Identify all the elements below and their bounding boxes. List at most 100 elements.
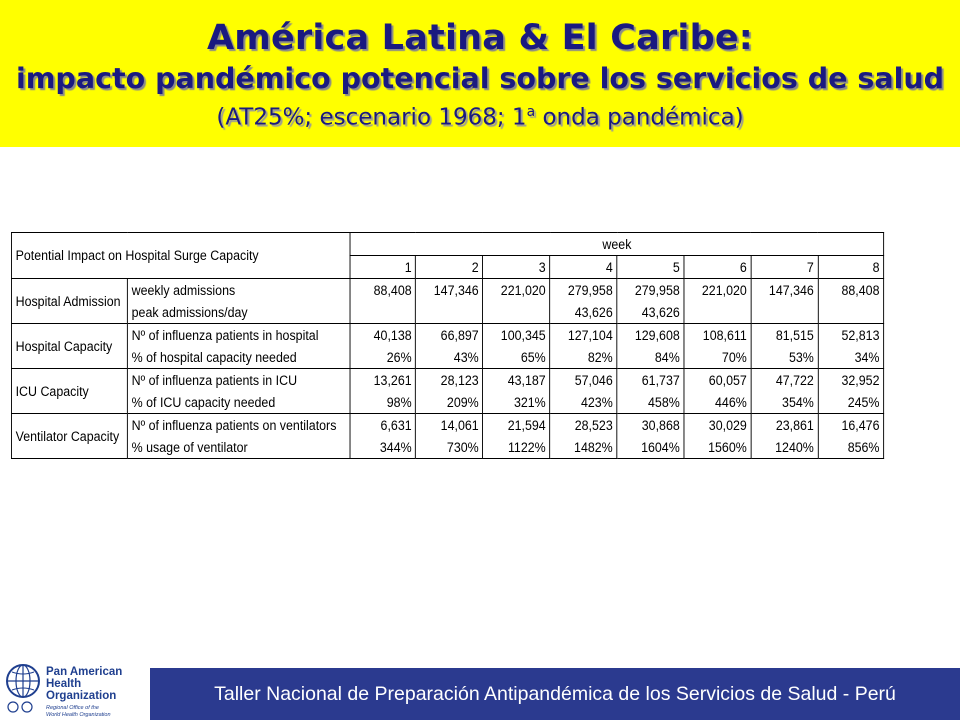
table-cell: 84% xyxy=(616,346,684,369)
table-cell: 1240% xyxy=(750,436,818,459)
row-label: % of ICU capacity needed xyxy=(127,391,351,414)
table-cell: 28,123 xyxy=(415,368,483,391)
table-cell: 245% xyxy=(817,391,885,414)
table-cell: 730% xyxy=(415,436,483,459)
table-cell xyxy=(817,301,885,324)
table-cell: 221,020 xyxy=(482,278,550,301)
table-caption: Potential Impact on Hospital Surge Capac… xyxy=(10,232,351,279)
table-cell: 147,346 xyxy=(415,278,483,301)
table-cell: 34% xyxy=(817,346,885,369)
row-label: Nº of influenza patients in ICU xyxy=(127,368,351,391)
week-number: 7 xyxy=(750,255,818,279)
table-row: Hospital Admission weekly admissions 88,… xyxy=(10,278,885,324)
table-cell: 100,345 xyxy=(482,323,550,346)
paho-logo: Pan American Health Organization Regiona… xyxy=(0,650,150,720)
table-row: peak admissions/day 43,626 43,626 xyxy=(11,301,885,324)
table-cell: 14,061 xyxy=(415,413,483,436)
table-cell: 57,046 xyxy=(549,368,617,391)
table-cell: 279,958 xyxy=(549,278,617,301)
table-cell: 82% xyxy=(549,346,617,369)
surge-capacity-table: Potential Impact on Hospital Surge Capac… xyxy=(10,232,885,459)
table-cell: 147,346 xyxy=(750,278,818,301)
table-cell: 423% xyxy=(549,391,617,414)
table-cell: 61,737 xyxy=(616,368,684,391)
table-cell: 16,476 xyxy=(817,413,885,436)
table-cell: 1122% xyxy=(482,436,550,459)
logo-text: Health xyxy=(46,678,82,690)
table-cell: 856% xyxy=(817,436,885,459)
table-cell: 1482% xyxy=(549,436,617,459)
slide-header: América Latina & El Caribe: impacto pand… xyxy=(0,0,960,147)
table-cell: 43,626 xyxy=(616,301,684,324)
table-cell: 43,626 xyxy=(549,301,617,324)
table-cell xyxy=(415,301,483,324)
logo-text: Organization xyxy=(46,690,117,702)
table-cell: 13,261 xyxy=(349,368,416,391)
table-cell: 30,029 xyxy=(683,413,751,436)
table-cell: 458% xyxy=(616,391,684,414)
logo-subtext: World Health Organization xyxy=(46,712,111,718)
table-row: ICU Capacity Nº of influenza patients in… xyxy=(10,368,885,414)
table-cell: 446% xyxy=(683,391,751,414)
row-label: peak admissions/day xyxy=(127,301,351,324)
table-row: Hospital Capacity Nº of influenza patien… xyxy=(10,323,885,369)
table-cell: 52,813 xyxy=(817,323,885,346)
table-cell: 21,594 xyxy=(482,413,550,436)
row-label: % usage of ventilator xyxy=(127,436,351,459)
slide-subtitle: impacto pandémico potencial sobre los se… xyxy=(15,62,945,95)
table-cell: 60,057 xyxy=(683,368,751,391)
table-row: % of hospital capacity needed 26% 43% 65… xyxy=(11,346,885,369)
table-cell: 65% xyxy=(482,346,550,369)
table-row: Ventilator Capacity Nº of influenza pati… xyxy=(10,413,885,459)
slide-scenario-note: (AT25%; escenario 1968; 1a onda pandémic… xyxy=(216,104,744,131)
week-number: 6 xyxy=(683,255,751,279)
week-number: 8 xyxy=(817,255,885,279)
table-cell xyxy=(750,301,818,324)
table-cell: 129,608 xyxy=(616,323,684,346)
table-cell: 1604% xyxy=(616,436,684,459)
week-number: 4 xyxy=(549,255,617,279)
row-label: % of hospital capacity needed xyxy=(127,346,351,369)
table-cell: 43,187 xyxy=(482,368,550,391)
table-cell: 98% xyxy=(349,391,416,414)
table-cell: 70% xyxy=(683,346,751,369)
group-label-icu-capacity: ICU Capacity xyxy=(10,368,128,414)
week-header: week xyxy=(349,232,885,256)
group-label-hospital-admission: Hospital Admission xyxy=(10,278,128,324)
group-label-hospital-capacity: Hospital Capacity xyxy=(10,323,128,369)
table-cell: 127,104 xyxy=(549,323,617,346)
table-cell: 1560% xyxy=(683,436,751,459)
week-number: 2 xyxy=(415,255,483,279)
week-number-row: 1 2 3 4 5 6 7 8 xyxy=(11,255,885,279)
table-row: % usage of ventilator 344% 730% 1122% 14… xyxy=(11,436,885,459)
table-cell: 26% xyxy=(349,346,416,369)
footer-banner: Taller Nacional de Preparación Antipandé… xyxy=(150,668,960,720)
table-cell: 221,020 xyxy=(683,278,751,301)
table-cell xyxy=(683,301,751,324)
row-label: weekly admissions xyxy=(127,278,351,301)
table-cell: 279,958 xyxy=(616,278,684,301)
table-cell: 81,515 xyxy=(750,323,818,346)
row-label: Nº of influenza patients in hospital xyxy=(127,323,351,346)
globe-icon xyxy=(6,664,40,713)
table-cell: 66,897 xyxy=(415,323,483,346)
table-cell: 53% xyxy=(750,346,818,369)
week-number: 1 xyxy=(349,255,416,279)
week-number: 5 xyxy=(616,255,684,279)
logo-subtext: Regional Office of the xyxy=(46,705,99,711)
table-cell: 88,408 xyxy=(349,278,416,301)
slide-title: América Latina & El Caribe: xyxy=(206,18,754,58)
table-cell: 6,631 xyxy=(349,413,416,436)
table-row: % of ICU capacity needed 98% 209% 321% 4… xyxy=(11,391,885,414)
table-cell: 32,952 xyxy=(817,368,885,391)
table-cell: 209% xyxy=(415,391,483,414)
table-cell: 344% xyxy=(349,436,416,459)
week-number: 3 xyxy=(482,255,550,279)
group-label-ventilator-capacity: Ventilator Capacity xyxy=(10,413,128,459)
table-cell: 43% xyxy=(415,346,483,369)
table-cell: 28,523 xyxy=(549,413,617,436)
table-cell: 30,868 xyxy=(616,413,684,436)
table-cell: 321% xyxy=(482,391,550,414)
table-cell xyxy=(482,301,550,324)
table-cell xyxy=(349,301,416,324)
